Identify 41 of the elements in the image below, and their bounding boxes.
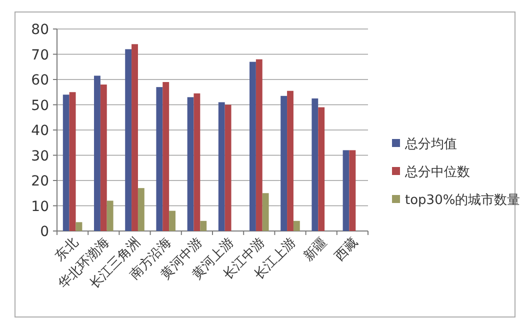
legend-label: top30%的城市数量 — [405, 193, 520, 208]
y-tick-label: 70 — [31, 47, 49, 64]
bar — [224, 104, 232, 231]
bar — [280, 96, 288, 231]
bar — [125, 49, 132, 231]
bar — [106, 200, 114, 231]
bar — [162, 82, 170, 231]
bar — [194, 93, 200, 231]
bar — [349, 150, 356, 231]
bar — [287, 90, 294, 231]
bar — [218, 102, 225, 231]
bar — [318, 107, 325, 231]
x-tick-label: 西藏 — [332, 235, 362, 264]
legend-label: 总分中位数 — [404, 165, 470, 180]
bar — [69, 92, 76, 231]
bar — [62, 94, 70, 231]
bar — [312, 98, 318, 231]
y-tick-label: 40 — [31, 123, 49, 139]
y-tick-label: 30 — [31, 148, 49, 164]
y-tick-label: 0 — [40, 224, 49, 240]
y-tick-label: 10 — [31, 198, 49, 215]
bar — [132, 44, 138, 231]
bar — [169, 210, 176, 231]
bar — [156, 87, 163, 231]
bar — [138, 188, 144, 231]
y-tick-label: 50 — [31, 98, 49, 114]
bar — [262, 193, 269, 231]
bar — [250, 62, 256, 231]
bar — [94, 76, 100, 231]
x-tick-label: 新疆 — [301, 235, 330, 264]
bar — [187, 97, 194, 231]
y-tick-label: 20 — [31, 174, 49, 190]
legend-label: 总分均值 — [404, 137, 457, 152]
bar — [100, 84, 107, 231]
y-tick-label: 60 — [31, 72, 49, 88]
y-tick-label: 80 — [31, 22, 49, 38]
bar — [76, 222, 82, 231]
bar — [293, 220, 300, 231]
bar — [342, 150, 350, 231]
bar — [256, 59, 262, 231]
bar — [200, 220, 207, 231]
